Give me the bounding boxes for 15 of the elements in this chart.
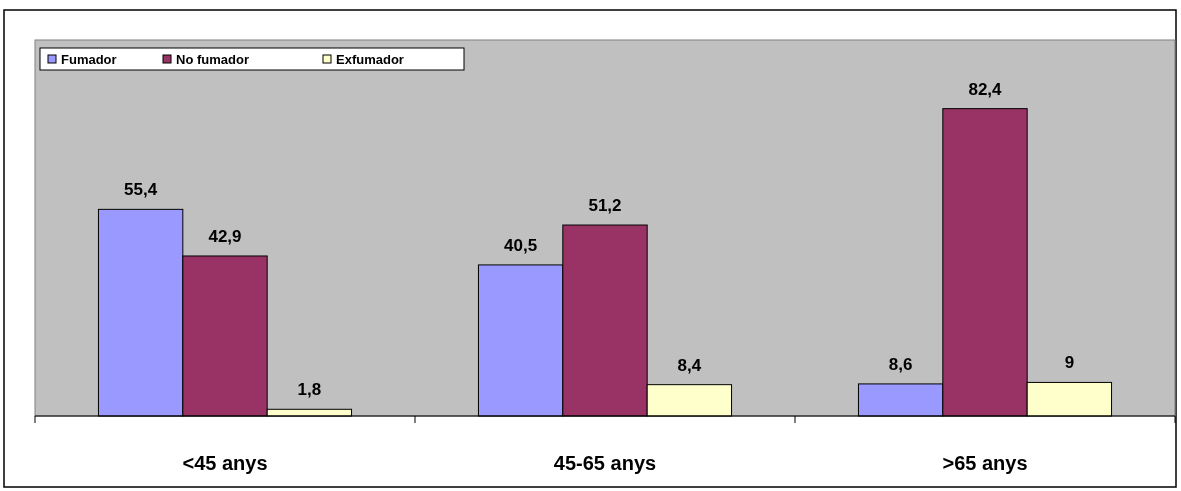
- legend-label: Exfumador: [336, 52, 404, 67]
- data-label: 82,4: [968, 79, 1003, 99]
- data-label: 42,9: [208, 226, 242, 246]
- x-tick-label: >65 anys: [942, 452, 1028, 474]
- legend-label: Fumador: [61, 52, 117, 67]
- x-tick-label: <45 anys: [182, 452, 268, 474]
- data-label: 1,8: [297, 380, 322, 400]
- data-label: 9: [1064, 353, 1075, 373]
- x-tick-label: 45-65 anys: [553, 452, 657, 474]
- data-label: 8,4: [677, 355, 702, 375]
- data-label: 55,4: [124, 180, 158, 200]
- legend-label: No fumador: [176, 52, 249, 67]
- data-label: 51,2: [588, 196, 622, 216]
- data-label: 40,5: [504, 235, 538, 255]
- data-label: 8,6: [888, 354, 913, 374]
